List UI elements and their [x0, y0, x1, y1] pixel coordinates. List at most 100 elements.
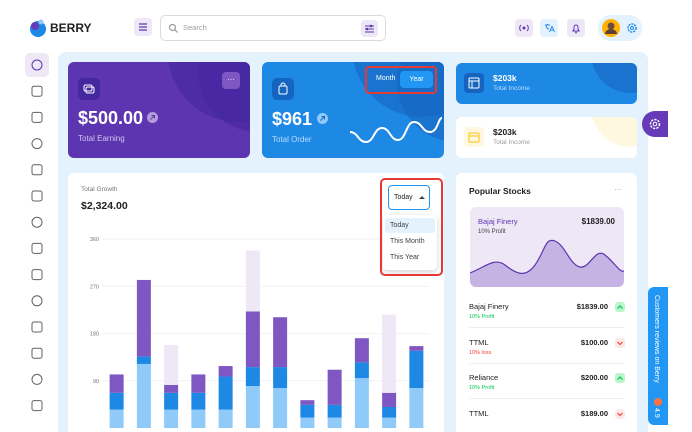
trend-icon: [317, 113, 328, 124]
search-placeholder: Search: [183, 23, 207, 32]
nav-item[interactable]: [31, 269, 43, 281]
nav-icon: [31, 400, 43, 412]
toggle-year[interactable]: Year: [400, 71, 433, 88]
bar-segment: [382, 417, 397, 428]
trend-icon: [615, 408, 625, 419]
nav-item[interactable]: [31, 190, 43, 202]
bar-segment: [382, 314, 397, 393]
menu-toggle[interactable]: [134, 18, 152, 36]
nav-icon: [31, 295, 43, 307]
row-divider: [469, 327, 624, 328]
trend-arrow: [617, 412, 623, 416]
bar-segment: [109, 374, 124, 393]
nav-item[interactable]: [31, 59, 43, 71]
trend-icon-bg: [615, 337, 625, 348]
filter-button[interactable]: [361, 20, 378, 37]
period-dropdown[interactable]: Today: [388, 185, 430, 210]
bar-segment: [245, 250, 260, 312]
bar-segment: [109, 409, 124, 428]
stock-change: 10% loss: [469, 349, 492, 356]
nav-item[interactable]: [31, 164, 43, 176]
bar-segment: [109, 392, 124, 410]
nav-item[interactable]: [31, 321, 43, 333]
bar-segment: [218, 376, 233, 410]
nav-icon: [31, 321, 43, 333]
dropdown-option[interactable]: Today: [385, 218, 435, 233]
nav-item[interactable]: [31, 242, 43, 254]
toggle-month[interactable]: Month: [376, 75, 396, 82]
earning-card: … $500.00 Total Earning: [68, 62, 250, 158]
dropdown-option[interactable]: This Year: [390, 254, 420, 261]
bar-segment: [300, 400, 315, 405]
notification-button[interactable]: [567, 19, 585, 37]
settings-button[interactable]: [642, 111, 668, 137]
stocks-card: Popular Stocks … Bajaj Finery $1839.00 1…: [456, 173, 637, 432]
featured-price: $1839.00: [581, 217, 615, 226]
profile-button[interactable]: [598, 15, 642, 41]
nav-item[interactable]: [31, 85, 43, 97]
income-card: $203k Total Income: [456, 63, 637, 104]
nav-item[interactable]: [31, 400, 43, 412]
stock-price: $200.00: [580, 373, 608, 382]
bar-segment: [273, 317, 288, 368]
bar-segment: [354, 378, 369, 428]
income-value: $203k: [493, 73, 517, 83]
bar-segment: [164, 392, 179, 410]
nav-item[interactable]: [31, 373, 43, 385]
more-button[interactable]: …: [222, 72, 240, 89]
bag-icon: [278, 82, 288, 95]
nav-item[interactable]: [31, 216, 43, 228]
bar-segment: [191, 374, 206, 393]
bar-segment: [354, 338, 369, 363]
nav-item[interactable]: [31, 347, 43, 359]
bar-segment: [327, 369, 342, 405]
nav-item[interactable]: [31, 111, 43, 123]
bar-segment: [245, 311, 260, 368]
stock-row[interactable]: Bajaj Finery $1839.00 10% Profit: [456, 293, 637, 328]
trend-icon: [147, 112, 158, 123]
stock-name: Bajaj Finery: [469, 302, 509, 311]
bar-segment: [191, 392, 206, 410]
nav-item[interactable]: [31, 295, 43, 307]
trend-icon-bg: [615, 373, 625, 383]
stock-name: TTML: [469, 337, 489, 347]
profile-icons: [602, 19, 637, 37]
stock-row[interactable]: TTML $189.00: [456, 400, 637, 432]
nav-item[interactable]: [31, 138, 43, 150]
card-decoration: [592, 117, 637, 147]
bar-segment: [218, 366, 233, 377]
trend-icon-bg: [615, 408, 625, 419]
stock-row[interactable]: TTML $100.00 10% loss: [456, 329, 637, 364]
bar-segment: [409, 350, 424, 389]
stock-name: Reliance: [469, 373, 499, 382]
bar-segment: [382, 407, 397, 418]
income-label: Total Income: [493, 139, 530, 146]
trend-icon: [615, 373, 625, 383]
stock-row[interactable]: Reliance $200.00 10% Profit: [456, 364, 637, 399]
income-value: $203k: [493, 127, 517, 137]
nav-icon: [31, 242, 43, 254]
stock-sparkline: [470, 239, 624, 287]
bar-segment: [164, 384, 179, 393]
nav-icon: [31, 190, 43, 202]
trend-icon: [615, 337, 625, 348]
dropdown-menu: Today This Month This Year: [383, 215, 437, 270]
highlight-box: [380, 178, 443, 276]
live-button[interactable]: [515, 19, 533, 37]
review-tab[interactable]: Customers reviews on Berry 4.9: [648, 287, 668, 425]
trend-arrow: [617, 376, 623, 380]
bar-segment: [327, 404, 342, 418]
income-card: $203k Total Income: [456, 117, 637, 158]
language-button[interactable]: [540, 19, 558, 37]
stocks-title: Popular Stocks: [469, 186, 531, 196]
table-icon: [468, 77, 480, 89]
dropdown-option[interactable]: This Month: [390, 238, 425, 245]
bar-segment: [300, 417, 315, 428]
featured-change: 10% Profit: [478, 229, 506, 235]
bar-segment: [354, 362, 369, 379]
nav-icon: [31, 59, 43, 71]
more-button[interactable]: …: [614, 183, 622, 192]
earning-icon: [78, 78, 100, 100]
search-box[interactable]: Search: [160, 15, 386, 41]
